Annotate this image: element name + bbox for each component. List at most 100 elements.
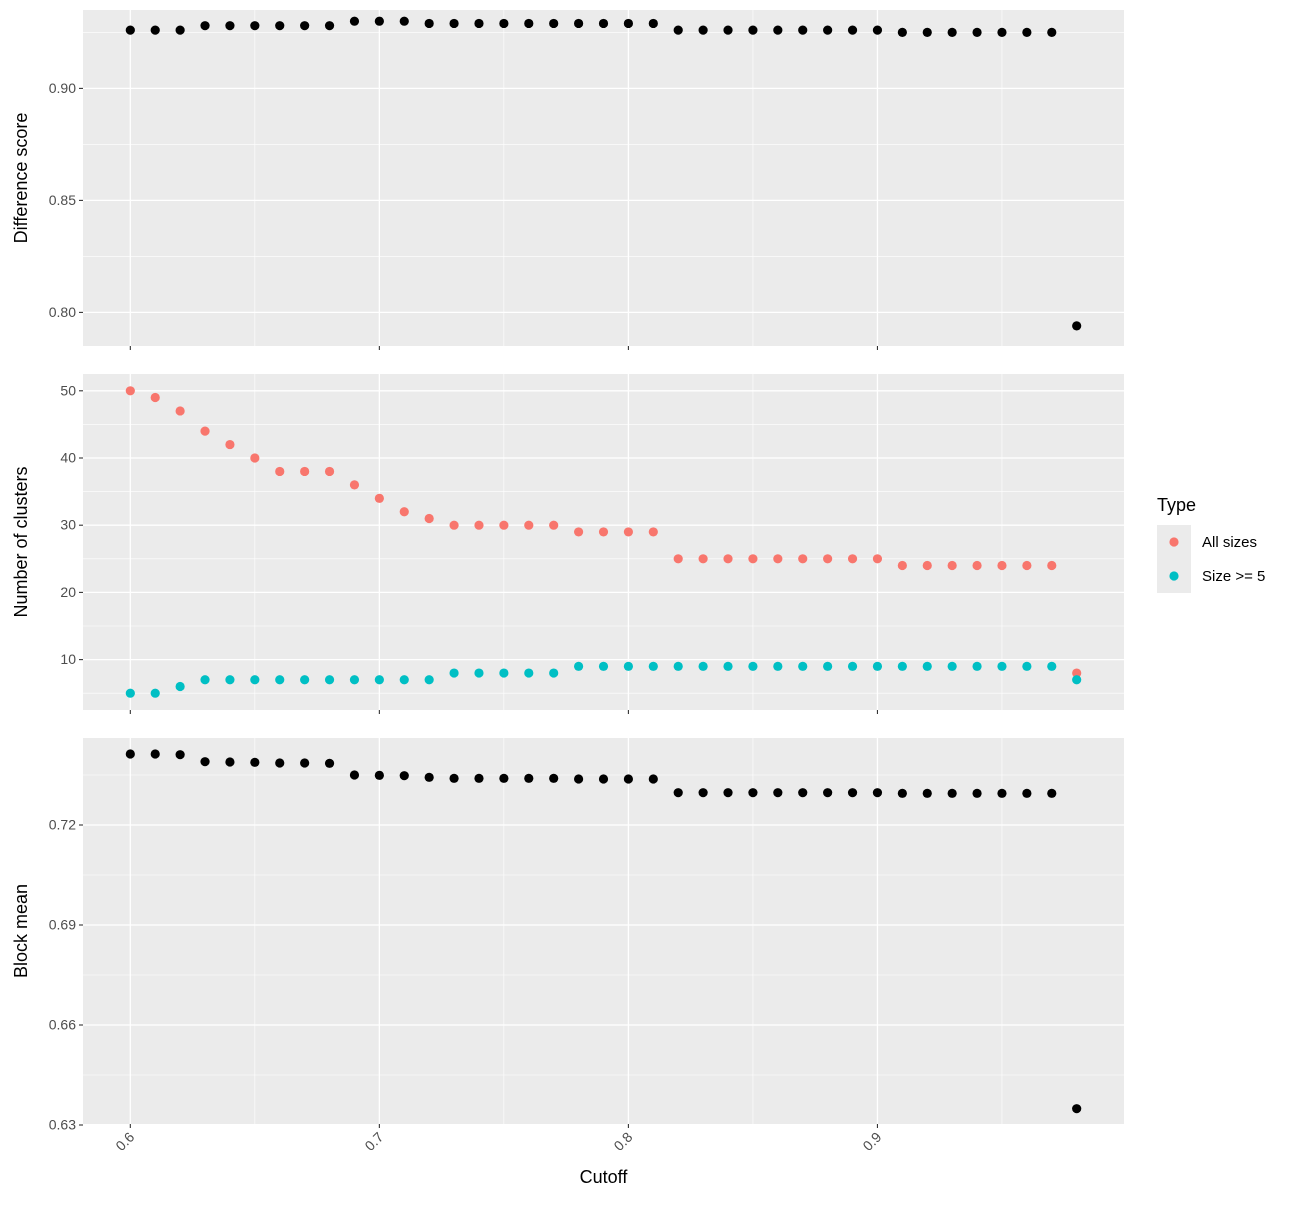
data-point — [349, 770, 360, 780]
data-point — [997, 27, 1007, 37]
data-point — [374, 493, 384, 503]
data-point — [823, 25, 833, 35]
data-point — [549, 668, 559, 678]
data-point — [225, 439, 235, 450]
data-point — [349, 480, 360, 490]
data-point — [972, 27, 982, 37]
data-point — [250, 453, 260, 463]
x-tick-label: 0.7 — [361, 1129, 386, 1154]
data-point — [798, 554, 808, 564]
y-axis-title: Block mean — [11, 884, 31, 978]
data-point — [773, 788, 783, 798]
data-point — [648, 661, 658, 671]
data-point — [1022, 27, 1032, 37]
data-point — [399, 16, 409, 26]
data-point — [200, 426, 210, 436]
legend-key-marker — [1169, 537, 1179, 547]
series-size-5 — [125, 661, 1082, 698]
data-point — [673, 25, 683, 35]
data-point — [823, 788, 833, 798]
data-point — [598, 18, 609, 29]
data-point — [524, 668, 534, 678]
data-point — [1072, 1104, 1082, 1114]
panel-background — [83, 738, 1124, 1124]
data-point — [922, 27, 932, 37]
data-point — [275, 21, 285, 31]
data-point — [897, 27, 907, 37]
x-tick-label: 0.8 — [610, 1129, 635, 1154]
data-point — [449, 18, 459, 29]
y-tick-label: 30 — [60, 517, 76, 533]
y-axis-title: Difference score — [11, 113, 31, 244]
data-point — [798, 788, 808, 798]
data-point — [947, 788, 957, 798]
data-point — [399, 771, 409, 781]
data-point — [897, 661, 907, 671]
x-tick-label: 0.6 — [112, 1129, 137, 1154]
data-point — [573, 527, 584, 537]
data-point — [474, 18, 484, 29]
legend-title: Type — [1157, 495, 1196, 515]
data-point — [1072, 668, 1082, 678]
data-point — [573, 18, 584, 29]
data-point — [698, 788, 708, 798]
legend-entry-label: Size >= 5 — [1202, 568, 1265, 585]
data-point — [673, 788, 683, 798]
data-point — [175, 681, 185, 692]
data-point — [648, 774, 658, 784]
data-point — [349, 675, 360, 685]
data-point — [175, 750, 185, 760]
data-point — [748, 788, 758, 798]
data-point — [823, 554, 833, 564]
data-point — [623, 661, 634, 671]
legend: Type All sizes Size >= 5 — [1157, 495, 1265, 593]
data-point — [773, 554, 783, 564]
data-point — [922, 560, 932, 571]
data-point — [623, 527, 634, 537]
data-point — [424, 675, 434, 685]
data-point — [324, 21, 335, 31]
data-point — [324, 758, 335, 768]
data-point — [300, 466, 310, 477]
data-point — [424, 18, 434, 29]
data-point — [300, 758, 310, 768]
data-point — [1047, 661, 1057, 671]
data-point — [200, 757, 210, 767]
y-tick-label: 10 — [60, 651, 76, 667]
data-point — [150, 25, 160, 35]
data-point — [250, 757, 260, 767]
data-point — [748, 661, 758, 671]
y-axis-title: Number of clusters — [11, 466, 31, 617]
data-point — [598, 661, 609, 671]
data-point — [275, 466, 285, 477]
series-values — [125, 749, 1082, 1114]
data-point — [424, 772, 434, 782]
data-point — [499, 668, 509, 678]
data-point — [623, 18, 634, 29]
data-point — [798, 25, 808, 35]
data-point — [1047, 560, 1057, 571]
data-point — [474, 668, 484, 678]
data-point — [150, 688, 160, 698]
data-point — [623, 774, 634, 784]
data-point — [250, 21, 260, 31]
x-tick-label: 0.9 — [859, 1129, 884, 1154]
data-point — [573, 774, 584, 784]
data-point — [200, 21, 210, 31]
data-point — [872, 25, 883, 35]
y-tick-label: 50 — [60, 382, 76, 398]
data-point — [748, 554, 758, 564]
data-point — [872, 661, 883, 671]
panel-background — [83, 10, 1124, 346]
data-point — [1022, 661, 1032, 671]
data-point — [275, 675, 285, 685]
data-point — [872, 788, 883, 798]
data-point — [324, 675, 335, 685]
data-point — [424, 513, 434, 524]
data-point — [250, 675, 260, 685]
data-point — [175, 406, 185, 416]
data-point — [823, 661, 833, 671]
y-tick-label: 20 — [60, 584, 76, 600]
data-point — [524, 773, 534, 783]
